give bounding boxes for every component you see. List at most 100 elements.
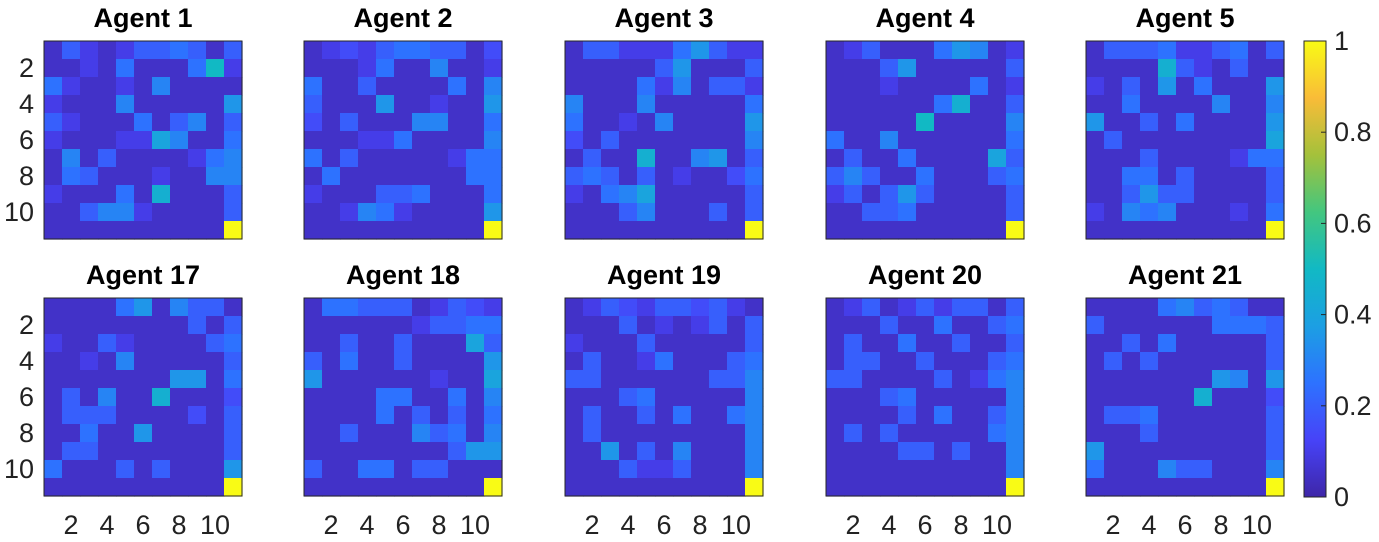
heatmap-cell — [484, 221, 503, 240]
heatmap-cell — [152, 95, 171, 114]
heatmap-cell — [916, 352, 935, 371]
heatmap-cell — [358, 131, 377, 150]
heatmap-cell — [952, 370, 971, 389]
heatmap-cell — [224, 149, 243, 168]
heatmap-cell — [206, 41, 225, 60]
x-tick-label: 4 — [359, 510, 374, 540]
heatmap-cell — [826, 478, 845, 497]
heatmap-cell — [1104, 77, 1123, 96]
heatmap-cell — [1212, 298, 1231, 317]
heatmap-cell — [1248, 149, 1267, 168]
x-tick-label: 8 — [953, 510, 968, 540]
heatmap-cell — [1194, 185, 1213, 204]
heatmap-cell — [1104, 185, 1123, 204]
heatmap-cell — [1212, 388, 1231, 407]
heatmap-cell — [934, 460, 953, 479]
heatmap-cell — [601, 41, 620, 60]
heatmap-cell — [619, 77, 638, 96]
heatmap-cell — [484, 95, 503, 114]
heatmap-cell — [1266, 406, 1285, 425]
heatmap-cell — [844, 113, 863, 132]
heatmap-cell — [358, 370, 377, 389]
heatmap-cell — [601, 77, 620, 96]
heatmap-cell — [206, 185, 225, 204]
heatmap-cell — [358, 388, 377, 407]
heatmap-cell — [412, 478, 431, 497]
heatmap-cell — [224, 59, 243, 78]
heatmap-cell — [934, 221, 953, 240]
heatmap-cell — [394, 334, 413, 353]
heatmap-cell — [1248, 185, 1267, 204]
heatmap-cell — [430, 167, 449, 186]
x-tick-label: 10 — [1242, 510, 1272, 540]
heatmap-cell — [934, 59, 953, 78]
heatmap-cell — [583, 478, 602, 497]
heatmap-cell — [1122, 316, 1141, 335]
heatmap-cell — [880, 149, 899, 168]
heatmap-cell — [304, 149, 323, 168]
heatmap-cell — [188, 478, 207, 497]
heatmap-cell — [376, 77, 395, 96]
heatmap-cell — [1230, 388, 1249, 407]
heatmap-cell — [484, 298, 503, 317]
heatmap-cell — [1266, 460, 1285, 479]
heatmap-cell — [826, 370, 845, 389]
heatmap-cell — [98, 221, 117, 240]
heatmap-cell — [1006, 149, 1025, 168]
heatmap-cell — [880, 424, 899, 443]
heatmap-cell — [844, 167, 863, 186]
heatmap-cell — [934, 131, 953, 150]
heatmap-cell — [412, 203, 431, 222]
heatmap-cell — [709, 334, 728, 353]
heatmap-cell — [484, 203, 503, 222]
heatmap-cell — [80, 131, 99, 150]
heatmap-cell — [619, 334, 638, 353]
heatmap-cell — [745, 113, 764, 132]
heatmap-cell — [619, 185, 638, 204]
heatmap-cell — [304, 95, 323, 114]
heatmap-cell — [188, 185, 207, 204]
x-tick-label: 6 — [135, 510, 150, 540]
heatmap-cell — [1086, 460, 1105, 479]
heatmap-cell — [565, 442, 584, 461]
x-tick-label: 2 — [1105, 510, 1120, 540]
heatmap-cell — [134, 41, 153, 60]
heatmap-cell — [412, 131, 431, 150]
heatmap-cell — [1212, 167, 1231, 186]
heatmap-cell — [691, 203, 710, 222]
heatmap-cell — [1104, 316, 1123, 335]
heatmap-cell — [44, 460, 63, 479]
heatmap-cell — [1122, 41, 1141, 60]
heatmap-cell — [916, 185, 935, 204]
x-tick-label: 6 — [917, 510, 932, 540]
heatmap-cell — [673, 316, 692, 335]
heatmap-cell — [62, 478, 81, 497]
heatmap-cell — [448, 406, 467, 425]
heatmap-cell — [358, 334, 377, 353]
heatmap-cell — [952, 478, 971, 497]
heatmap-panel: Agent 21 2 4 6 8 10 — [1085, 260, 1285, 540]
heatmap-cell — [1194, 298, 1213, 317]
heatmap-cell — [44, 149, 63, 168]
x-tick-label: 8 — [692, 510, 707, 540]
heatmap-panel: Agent 19 2 4 6 8 10 — [564, 260, 764, 540]
heatmap-cell — [80, 298, 99, 317]
heatmap-cell — [1104, 221, 1123, 240]
heatmap-cell — [655, 316, 674, 335]
heatmap-cell — [224, 167, 243, 186]
heatmap-cell — [1104, 203, 1123, 222]
heatmap-cell — [394, 59, 413, 78]
heatmap-cell — [727, 77, 746, 96]
heatmap-cell — [1230, 334, 1249, 353]
heatmap-cell — [1248, 460, 1267, 479]
heatmap-cell — [619, 442, 638, 461]
heatmap-cell — [1194, 221, 1213, 240]
heatmap-cell — [601, 298, 620, 317]
heatmap-cell — [80, 95, 99, 114]
heatmap-cell — [394, 388, 413, 407]
heatmap-cell — [565, 113, 584, 132]
heatmap-cell — [394, 442, 413, 461]
heatmap-cell — [1158, 460, 1177, 479]
